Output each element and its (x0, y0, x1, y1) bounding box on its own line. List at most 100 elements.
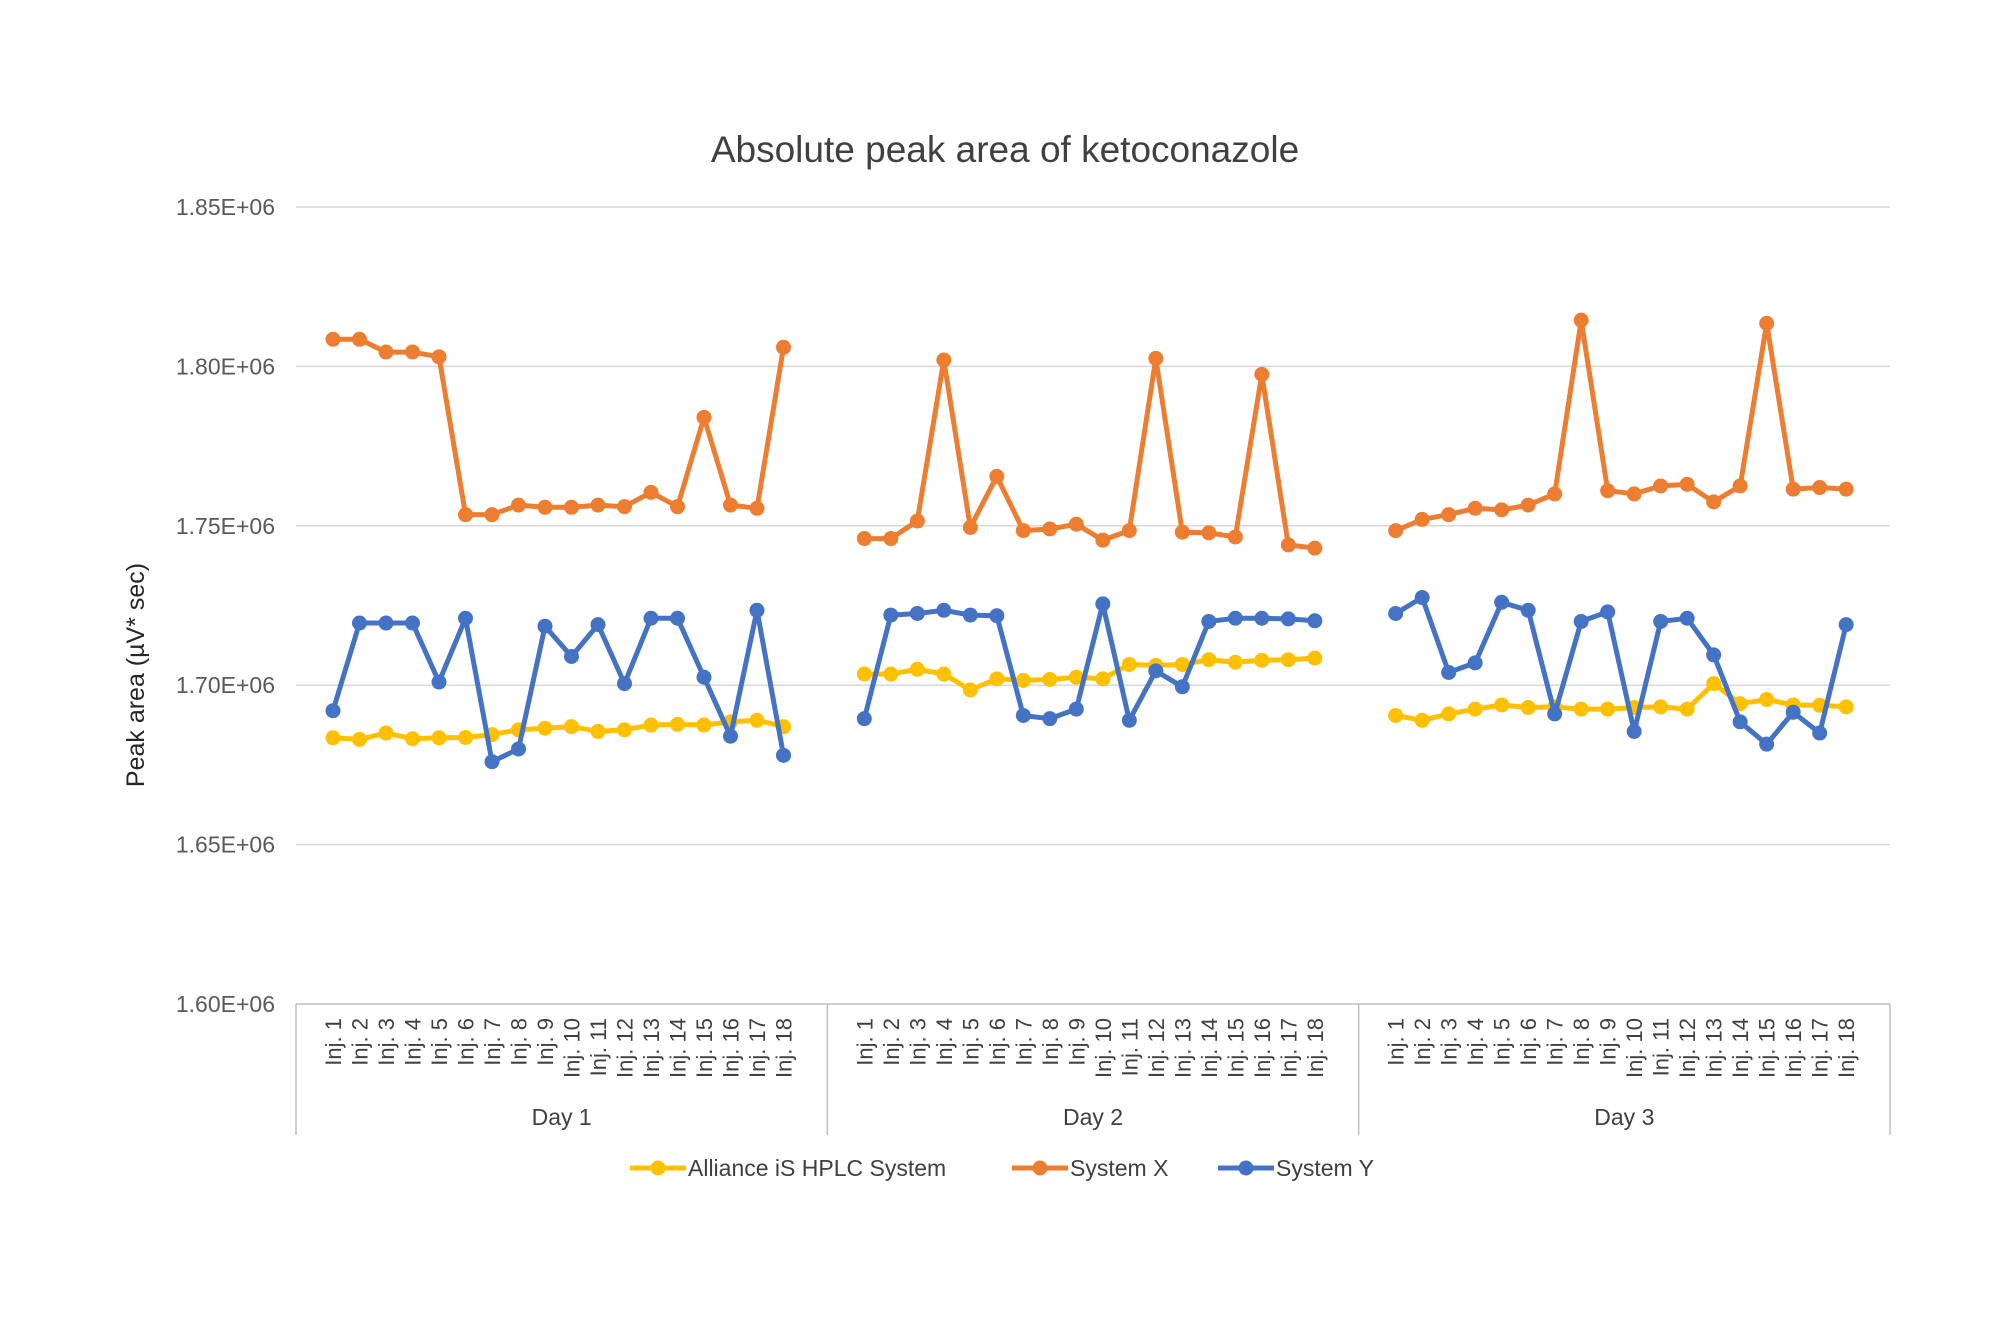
data-point (378, 615, 394, 631)
x-tick-label: Inj. 6 (1516, 1018, 1541, 1066)
data-point (856, 531, 872, 547)
data-point (1679, 476, 1695, 492)
data-point (856, 666, 872, 682)
x-tick-label: Inj. 4 (1463, 1018, 1488, 1066)
data-point (749, 602, 765, 618)
legend-item[interactable]: Alliance iS HPLC System (630, 1155, 946, 1181)
x-tick-label: Inj. 2 (879, 1018, 904, 1066)
legend-swatch-marker (1238, 1160, 1254, 1176)
data-point (1042, 521, 1058, 537)
data-point (670, 499, 685, 515)
y-axis-ticks: 1.60E+06 1.65E+06 1.70E+06 1.75E+06 1.80E+06… (176, 194, 275, 1017)
x-tick-label: Inj. 5 (958, 1018, 983, 1066)
data-point (590, 497, 606, 513)
data-point (1280, 611, 1296, 627)
x-tick-label: Inj. 17 (745, 1018, 770, 1078)
data-point (617, 676, 632, 692)
data-point (696, 717, 712, 733)
data-point (1227, 610, 1243, 626)
data-point (696, 409, 712, 425)
data-point (564, 719, 579, 735)
x-tick-label: Inj. 16 (719, 1018, 744, 1078)
data-point (1520, 700, 1536, 716)
data-point (1174, 656, 1190, 672)
data-point (1812, 725, 1828, 741)
data-point (1494, 697, 1510, 713)
data-point (1600, 604, 1616, 620)
data-point (670, 716, 685, 732)
data-point (1441, 507, 1457, 523)
data-point (484, 754, 500, 770)
x-tick-label: Inj. 8 (1569, 1018, 1594, 1066)
x-tick-label: Inj. 7 (480, 1018, 505, 1066)
x-tick-label: Inj. 13 (639, 1018, 664, 1078)
data-point (590, 617, 606, 633)
data-point (1227, 529, 1243, 545)
data-point (352, 731, 367, 747)
data-point (537, 618, 553, 634)
x-tick-label: Inj. 4 (932, 1018, 957, 1066)
data-point (1573, 312, 1589, 328)
data-point (936, 602, 952, 618)
data-point (1441, 706, 1457, 722)
data-point (1600, 483, 1616, 499)
x-tick-label: Inj. 7 (1011, 1018, 1036, 1066)
data-point (325, 730, 341, 746)
data-point (1414, 511, 1430, 527)
data-point (723, 497, 738, 513)
x-tick-label: Inj. 4 (401, 1018, 426, 1066)
data-point (352, 615, 367, 631)
x-tick-label: Inj. 3 (1437, 1018, 1462, 1066)
data-point (883, 666, 899, 682)
series-line (861, 355, 1318, 551)
x-axis: Inj. 1 Inj. 2 Inj. 3 Inj. 4 Inj. 5 Inj. 6 Inj.… (295, 1004, 1891, 1135)
x-tick-label: Inj. 10 (1622, 1018, 1647, 1078)
data-point (537, 720, 553, 736)
legend-item[interactable]: System Y (1218, 1155, 1374, 1181)
data-point (564, 499, 579, 515)
data-point (617, 499, 632, 515)
x-tick-label: Inj. 17 (1276, 1018, 1301, 1078)
legend-swatch-marker (1032, 1160, 1048, 1176)
data-point (962, 519, 978, 535)
data-point (405, 731, 420, 747)
data-point (1095, 532, 1111, 548)
data-point (1732, 714, 1748, 730)
data-point (1838, 617, 1854, 633)
legend-label: System X (1070, 1155, 1168, 1181)
data-point (1254, 366, 1270, 382)
data-point (617, 722, 632, 738)
data-point (1095, 671, 1111, 687)
x-tick-label: Inj. 14 (1728, 1018, 1753, 1078)
data-point (1307, 650, 1323, 666)
legend-item[interactable]: System X (1012, 1155, 1168, 1181)
series-lines (325, 312, 1854, 770)
data-point (962, 607, 978, 623)
x-tick-label: Inj. 6 (985, 1018, 1010, 1066)
data-point (511, 497, 526, 513)
x-tick-label: Inj. 3 (905, 1018, 930, 1066)
data-point (1201, 525, 1217, 541)
data-point (723, 728, 738, 744)
y-tick-label: 1.70E+06 (176, 672, 275, 698)
data-point (909, 513, 925, 529)
x-tick-label: Inj. 12 (613, 1018, 638, 1078)
data-point (458, 610, 473, 626)
data-point (776, 339, 791, 355)
data-point (1121, 523, 1137, 539)
legend[interactable]: Alliance iS HPLC System System X System Y (630, 1155, 1374, 1181)
data-point (883, 531, 899, 547)
x-tick-label: Inj. 16 (1250, 1018, 1275, 1078)
series-alliance-is-hplc-system (325, 650, 1854, 747)
data-point (1494, 594, 1510, 610)
data-point (1467, 500, 1483, 516)
data-point (1227, 654, 1243, 670)
x-tick-label: Inj. 11 (1649, 1018, 1674, 1076)
data-point (1254, 652, 1270, 668)
y-tick-label: 1.75E+06 (176, 513, 275, 539)
x-tick-label: Inj. 14 (1197, 1018, 1222, 1078)
x-tick-label: Inj. 9 (533, 1018, 558, 1066)
data-point (1042, 671, 1058, 687)
data-point (1174, 524, 1190, 540)
